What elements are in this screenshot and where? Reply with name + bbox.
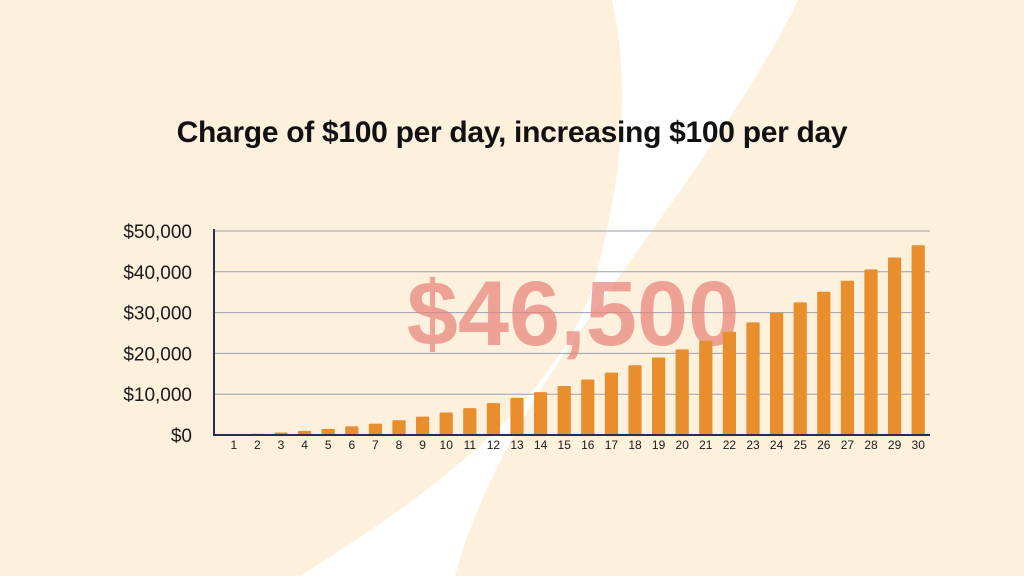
bar-day-13	[510, 397, 524, 435]
x-tick-label: 23	[746, 438, 760, 452]
x-tick-label: 5	[325, 438, 332, 452]
bar-day-29	[887, 257, 902, 435]
bar-day-8	[392, 420, 406, 435]
bar-day-22	[722, 331, 737, 435]
bar-day-20	[675, 349, 689, 435]
x-tick-label: 4	[301, 438, 308, 452]
bar-day-27	[840, 280, 855, 435]
bar-day-26	[817, 291, 831, 435]
x-tick-labels: 1 2 3 4 5 6 7 8 9 10 11 12 13 14 15 16 17 18 19 20 21 22 23 24 2…	[230, 438, 925, 452]
y-tick-label: $20,000	[123, 344, 192, 365]
y-tick-label: $10,000	[123, 385, 192, 406]
x-tick-label: 22	[723, 438, 737, 452]
bar-day-16	[581, 379, 595, 435]
x-tick-label: 8	[396, 438, 403, 452]
total-callout: $46,500	[407, 263, 740, 365]
y-tick-label: $40,000	[123, 263, 192, 284]
bar-day-24	[769, 312, 784, 435]
bar-day-28	[864, 269, 878, 435]
x-tick-label: 10	[440, 438, 454, 452]
x-tick-label: 27	[841, 438, 855, 452]
bar-day-10	[439, 412, 453, 435]
bar-day-12	[486, 403, 501, 435]
x-tick-label: 19	[652, 438, 666, 452]
x-tick-label: 14	[534, 438, 548, 452]
x-tick-label: 13	[510, 438, 524, 452]
chart-title: Charge of $100 per day, increasing $100 …	[176, 116, 848, 149]
x-tick-label: 26	[817, 438, 831, 452]
y-tick-label: $30,000	[123, 304, 192, 325]
y-tick-labels: $0 $10,000 $20,000 $30,000 $40,000 $50,000	[123, 222, 192, 447]
x-tick-label: 11	[464, 438, 477, 452]
x-tick-label: 9	[419, 438, 426, 452]
bar-day-11	[463, 408, 477, 435]
bars	[227, 245, 925, 435]
x-tick-label: 24	[770, 438, 784, 452]
bar-day-23	[746, 322, 760, 435]
y-tick-label: $0	[171, 426, 192, 447]
gridlines	[214, 230, 930, 395]
bar-day-25	[793, 302, 807, 435]
x-tick-label: 1	[230, 438, 237, 452]
x-tick-label: 2	[254, 438, 261, 452]
x-tick-label: 3	[278, 438, 285, 452]
x-tick-label: 6	[348, 438, 355, 452]
bar-day-19	[651, 357, 666, 435]
x-tick-label: 16	[581, 438, 595, 452]
bar-day-17	[604, 372, 619, 435]
x-tick-label: 21	[699, 438, 713, 452]
x-tick-label: 15	[558, 438, 572, 452]
bar-day-6	[345, 426, 359, 435]
x-tick-label: 20	[676, 438, 690, 452]
bar-day-14	[533, 392, 548, 435]
x-tick-label: 18	[628, 438, 642, 452]
bar-day-15	[557, 386, 571, 435]
x-tick-label: 7	[372, 438, 379, 452]
swoosh-shape	[300, 0, 798, 576]
x-tick-label: 29	[888, 438, 902, 452]
bar-day-9	[415, 416, 430, 435]
x-tick-label: 28	[864, 438, 878, 452]
bar-day-7	[368, 423, 383, 435]
bar-day-21	[699, 340, 713, 435]
bar-day-30	[911, 245, 925, 435]
x-tick-label: 17	[605, 438, 619, 452]
bar-day-4	[297, 430, 312, 435]
y-tick-label: $50,000	[123, 222, 192, 243]
x-tick-label: 30	[912, 438, 926, 452]
bar-day-5	[321, 428, 335, 435]
x-tick-label: 12	[487, 438, 501, 452]
bar-day-18	[628, 365, 642, 435]
axes	[213, 229, 930, 436]
x-tick-label: 25	[794, 438, 808, 452]
